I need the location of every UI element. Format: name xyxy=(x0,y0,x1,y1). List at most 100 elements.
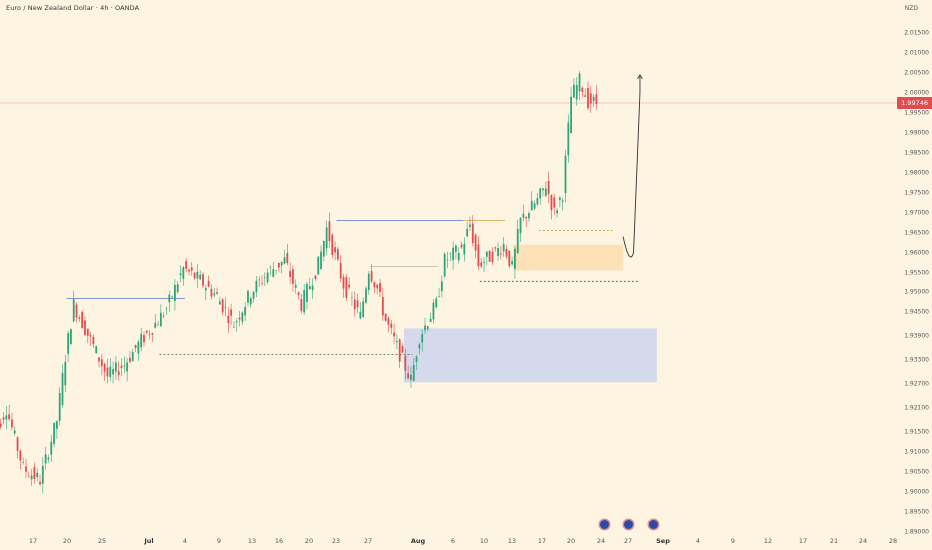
candle-body xyxy=(123,365,126,367)
candle-body xyxy=(542,188,544,191)
price-tick-label: 1.90500 xyxy=(904,468,929,476)
date-tick-label: Aug xyxy=(410,537,426,545)
candle-body xyxy=(22,461,25,463)
price-tick-label: 1.99500 xyxy=(904,109,929,117)
candle-body xyxy=(50,441,53,455)
date-tick-label: 13 xyxy=(247,537,257,545)
candle-body xyxy=(348,284,351,288)
candle-body xyxy=(106,367,109,377)
candle-body xyxy=(269,267,272,269)
candle-body xyxy=(449,253,452,255)
candle-body xyxy=(595,94,598,105)
candle-body xyxy=(157,324,159,326)
currency-label: NZD xyxy=(904,5,918,12)
candle-body xyxy=(516,228,519,253)
date-tick-label: Sep xyxy=(656,537,670,545)
candle-body xyxy=(491,251,494,263)
price-tick-label: 1.89500 xyxy=(904,508,929,516)
candle-body xyxy=(19,450,22,461)
candle-body xyxy=(129,357,131,362)
candle-body xyxy=(539,188,542,199)
price-tick-label: 1.93300 xyxy=(904,356,929,364)
candle-body xyxy=(488,250,491,262)
candle-body xyxy=(370,271,373,282)
candle-body xyxy=(67,333,70,354)
candle-body xyxy=(381,297,384,316)
candle-body xyxy=(202,274,204,286)
candle-body xyxy=(483,261,485,263)
candle-body xyxy=(0,423,2,427)
candle-body xyxy=(474,234,477,251)
candle-body xyxy=(322,240,325,257)
candle-body xyxy=(95,346,98,354)
candle-body xyxy=(314,275,317,280)
candle-body xyxy=(131,351,134,362)
candle-body xyxy=(235,321,238,323)
candle-body xyxy=(424,325,426,331)
candle-body xyxy=(292,269,294,284)
date-tick-label: 25 xyxy=(97,537,107,545)
economic-event-icon[interactable] xyxy=(624,520,633,529)
date-tick-label: 12 xyxy=(763,537,773,545)
economic-event-icon[interactable] xyxy=(600,520,609,529)
candle-body xyxy=(390,323,393,328)
candle-body xyxy=(379,283,381,292)
candle-body xyxy=(58,392,61,421)
candle-body xyxy=(480,262,483,267)
candle-body xyxy=(443,253,446,277)
candle-body xyxy=(100,359,103,367)
candle-body xyxy=(331,234,334,255)
candle-body xyxy=(165,308,168,310)
date-tick-label: 20 xyxy=(566,537,576,545)
candle-body xyxy=(553,197,556,208)
candle-body xyxy=(199,274,202,280)
candle-body xyxy=(446,259,449,261)
candle-body xyxy=(27,475,30,477)
candle-body xyxy=(525,216,528,219)
candle-body xyxy=(84,320,86,336)
candle-body xyxy=(373,282,376,288)
date-tick-label: 17 xyxy=(28,537,38,545)
candle-body xyxy=(280,261,283,266)
candle-body xyxy=(193,272,196,279)
candle-body xyxy=(210,289,213,297)
candle-body xyxy=(435,298,438,308)
candle-body xyxy=(171,296,173,298)
candle-body xyxy=(241,312,244,322)
candle-body xyxy=(575,84,578,100)
candle-body xyxy=(334,247,336,253)
candle-body xyxy=(36,472,39,478)
candle-body xyxy=(117,371,120,376)
candle-body xyxy=(120,365,123,369)
candle-body xyxy=(154,322,157,328)
candle-body xyxy=(227,315,230,324)
arrowhead xyxy=(637,74,643,80)
price-tick-label: 2.00500 xyxy=(904,69,929,77)
candle-body xyxy=(16,437,19,451)
candle-body xyxy=(213,293,216,296)
candle-body xyxy=(359,311,362,319)
candle-body xyxy=(418,344,421,349)
candle-body xyxy=(505,248,508,257)
candle-body xyxy=(238,317,241,320)
candle-body xyxy=(567,122,570,156)
candle-body xyxy=(145,330,148,333)
date-tick-label: 20 xyxy=(62,537,72,545)
candle-body xyxy=(564,155,567,194)
candle-body xyxy=(297,292,300,296)
price-tick-label: 1.93900 xyxy=(904,332,929,340)
economic-event-icon[interactable] xyxy=(649,520,658,529)
candle-body xyxy=(89,335,92,337)
candle-body xyxy=(30,475,33,480)
candle-body xyxy=(317,256,320,275)
supply-zone xyxy=(513,244,624,271)
date-tick-label: 27 xyxy=(363,537,373,545)
candle-body xyxy=(469,224,471,227)
date-tick-label: 21 xyxy=(829,537,839,545)
date-tick-label: 6 xyxy=(450,537,456,545)
candle-body xyxy=(463,243,466,255)
symbol-title[interactable]: Euro / New Zealand Dollar · 4h · OANDA xyxy=(6,4,140,12)
candle-body xyxy=(511,261,514,265)
